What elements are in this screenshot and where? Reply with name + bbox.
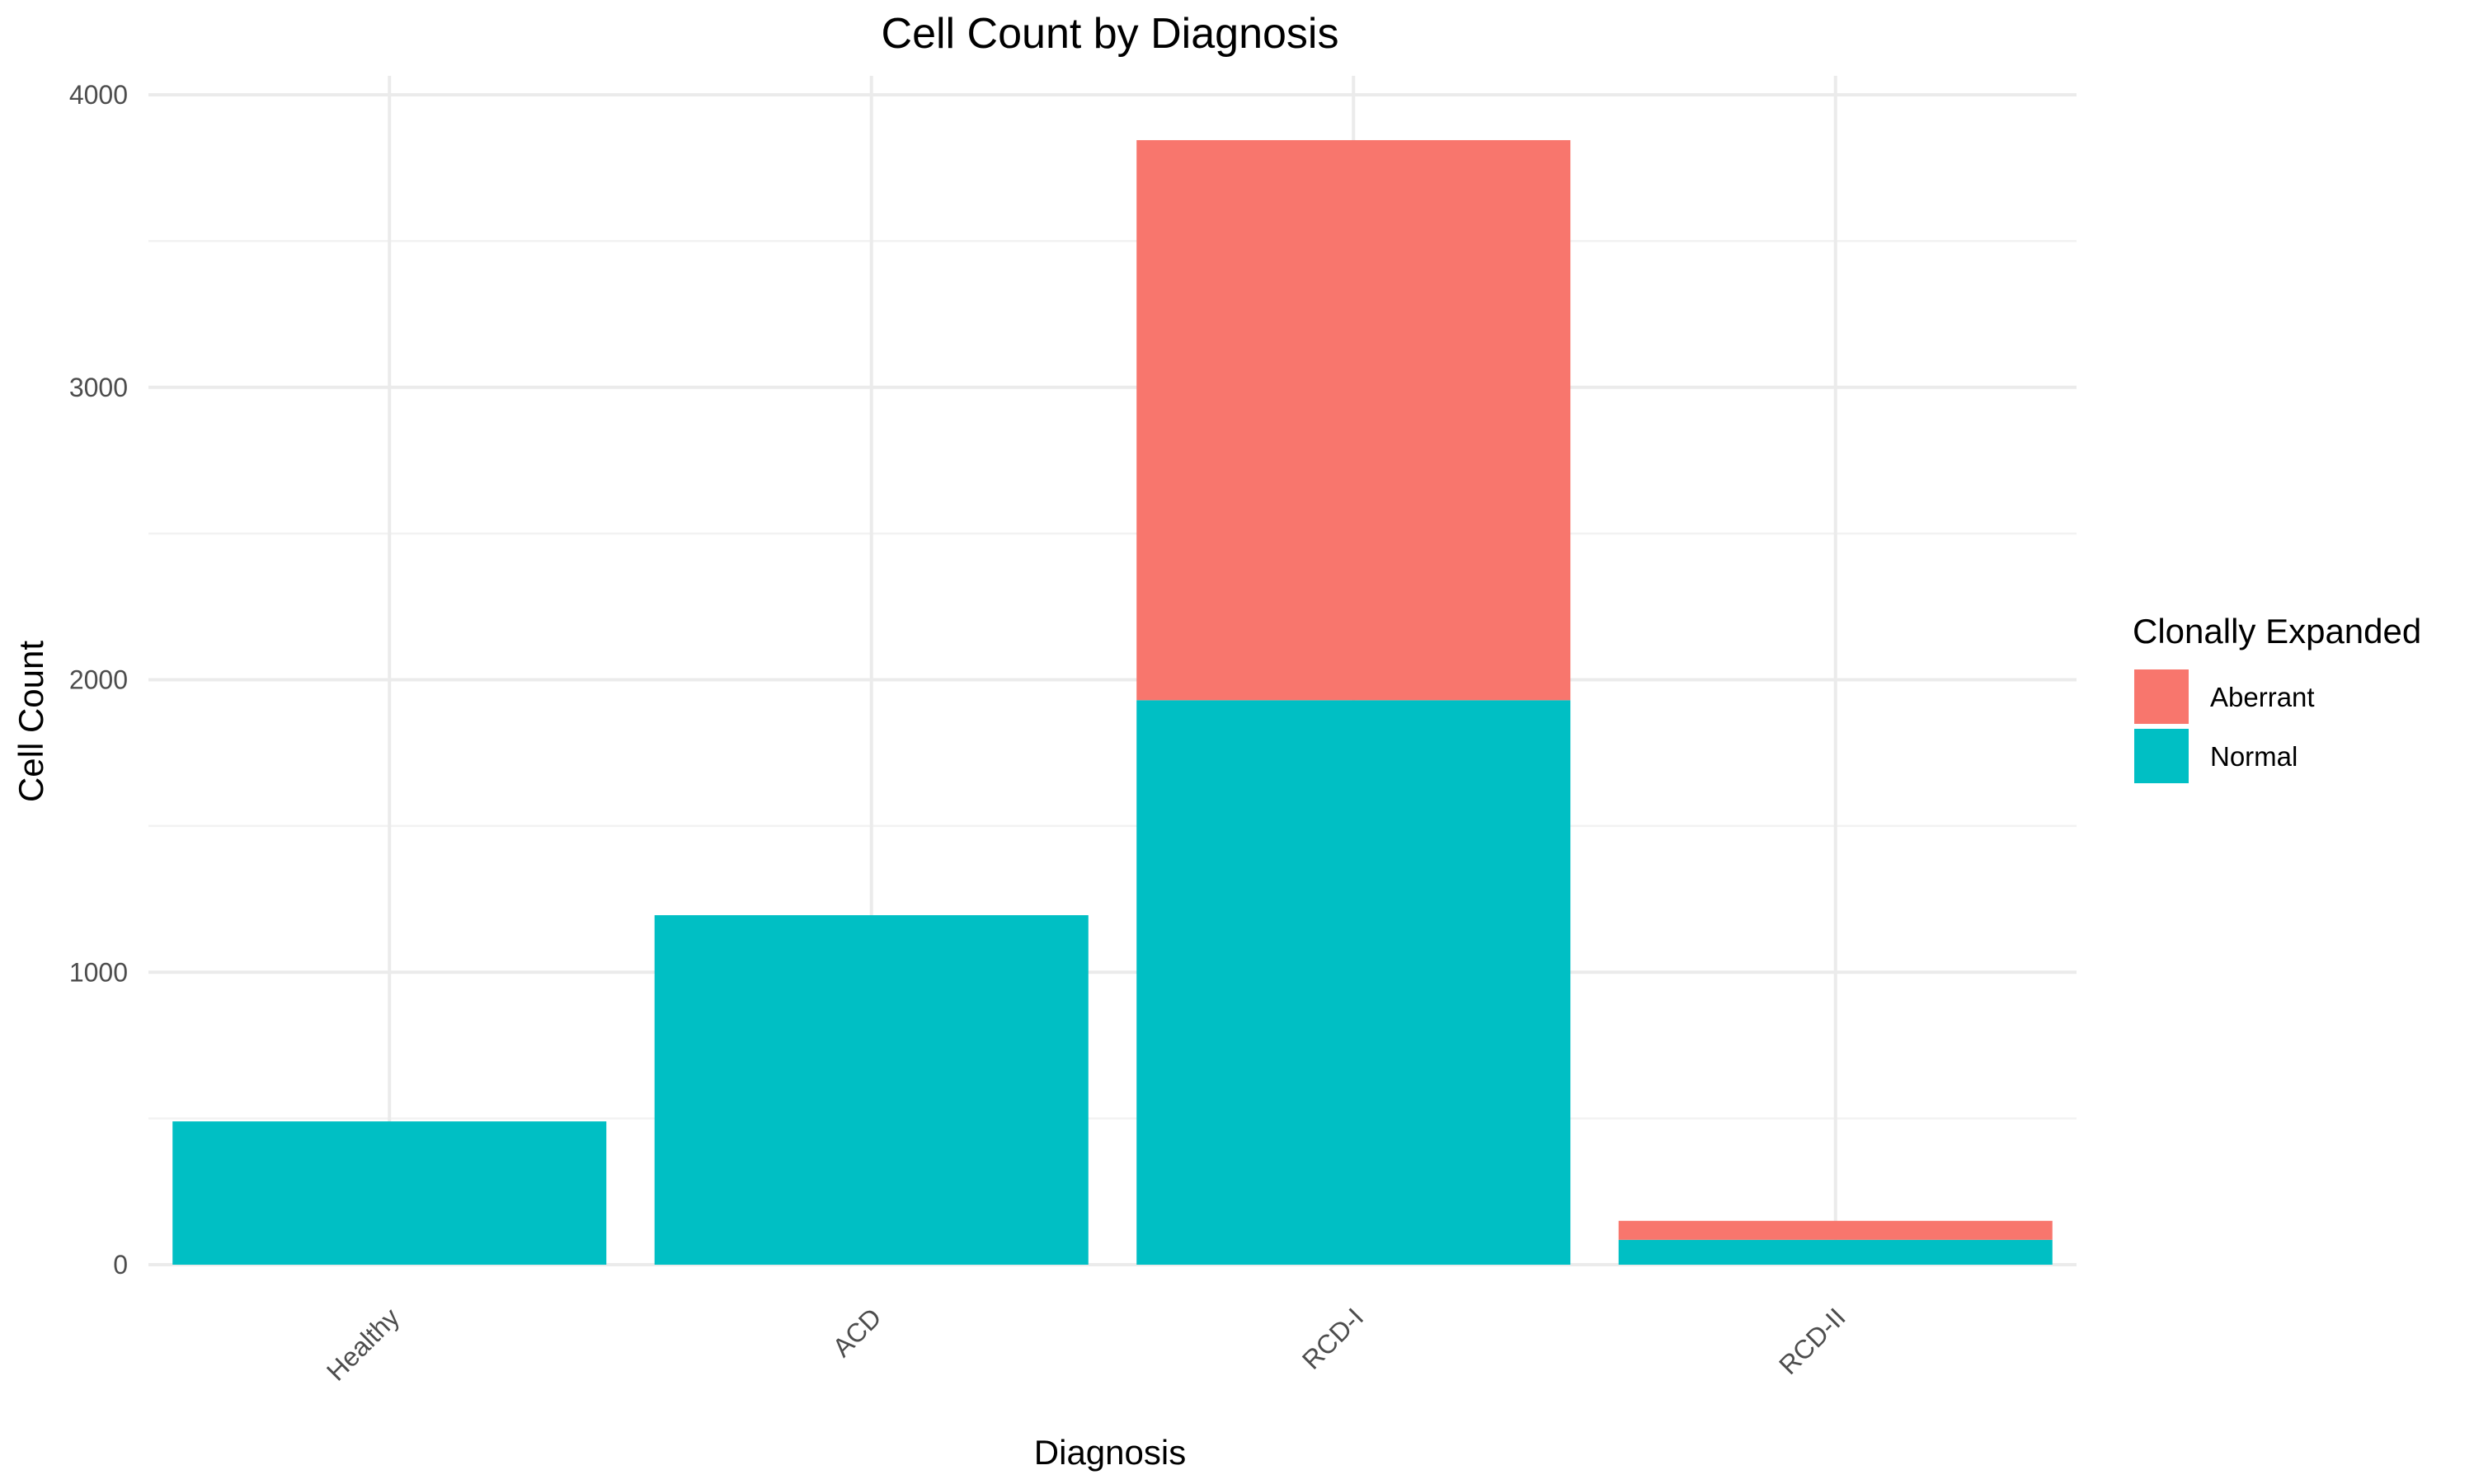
x-axis-ticks: Healthy ACD RCD-I RCD-II: [321, 1302, 1851, 1386]
y-tick-label: 0: [113, 1250, 128, 1280]
legend-title: Clonally Expanded: [2133, 612, 2421, 650]
bar-normal-rcd-ii: [1618, 1239, 2053, 1265]
y-axis-title: Cell Count: [12, 641, 50, 802]
x-tick-label: RCD-I: [1296, 1302, 1369, 1374]
legend-key-normal: [2134, 729, 2189, 783]
x-tick-label: Healthy: [321, 1302, 405, 1386]
legend-label-normal: Normal: [2210, 741, 2298, 772]
grid-lines: [148, 76, 2077, 1266]
x-tick-label: RCD-II: [1773, 1302, 1851, 1380]
bar-aberrant-rcd-ii: [1618, 1220, 2053, 1240]
x-tick-label: ACD: [826, 1302, 887, 1362]
bars: [172, 139, 2053, 1265]
legend-key-aberrant: [2134, 669, 2189, 724]
y-axis-ticks: 0 1000 2000 3000 4000: [69, 80, 128, 1280]
bar-normal-rcd-i: [1136, 700, 1571, 1265]
legend-label-aberrant: Aberrant: [2210, 682, 2315, 712]
y-tick-label: 4000: [69, 80, 128, 110]
bar-normal-acd: [654, 915, 1089, 1265]
y-tick-label: 1000: [69, 957, 128, 987]
chart-title: Cell Count by Diagnosis: [882, 10, 1339, 58]
legend-entries: Aberrant Normal: [2134, 669, 2315, 783]
x-axis-title: Diagnosis: [1034, 1433, 1186, 1472]
bar-normal-healthy: [172, 1121, 607, 1265]
bar-aberrant-rcd-i: [1136, 139, 1571, 701]
legend: Clonally Expanded Aberrant Normal: [2133, 612, 2421, 783]
y-tick-label: 3000: [69, 373, 128, 402]
y-tick-label: 2000: [69, 665, 128, 695]
